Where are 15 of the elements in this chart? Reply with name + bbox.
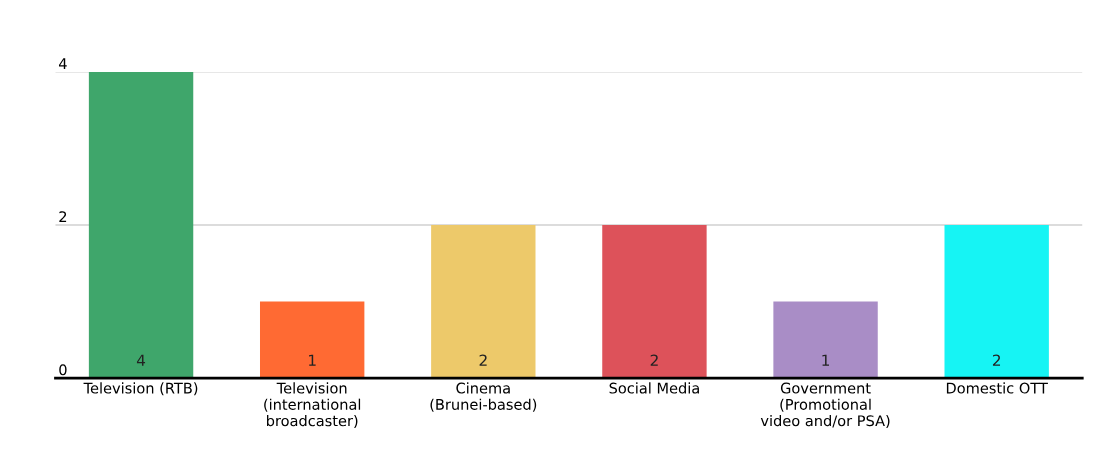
y-tick-label: 2 — [59, 211, 67, 223]
x-tick-label: Cinema (Brunei-based) — [430, 382, 537, 412]
x-tick-label: Social Media — [609, 382, 699, 394]
data-label: 4 — [136, 354, 146, 366]
data-label: 1 — [822, 354, 830, 366]
data-label: 2 — [479, 354, 487, 366]
data-label: 2 — [650, 354, 658, 366]
x-tick-label: Domestic OTT — [946, 382, 1048, 394]
data-label: 2 — [992, 354, 1001, 366]
data-label: 1 — [309, 354, 316, 366]
x-tick-label: Government (Promotional video and/or PSA) — [760, 382, 890, 428]
x-tick-label: Television (international broadcaster) — [264, 382, 361, 428]
y-tick-label: 4 — [58, 58, 67, 69]
y-tick-label: 0 — [59, 364, 67, 376]
x-tick-label: Television (RTB) — [83, 382, 198, 396]
